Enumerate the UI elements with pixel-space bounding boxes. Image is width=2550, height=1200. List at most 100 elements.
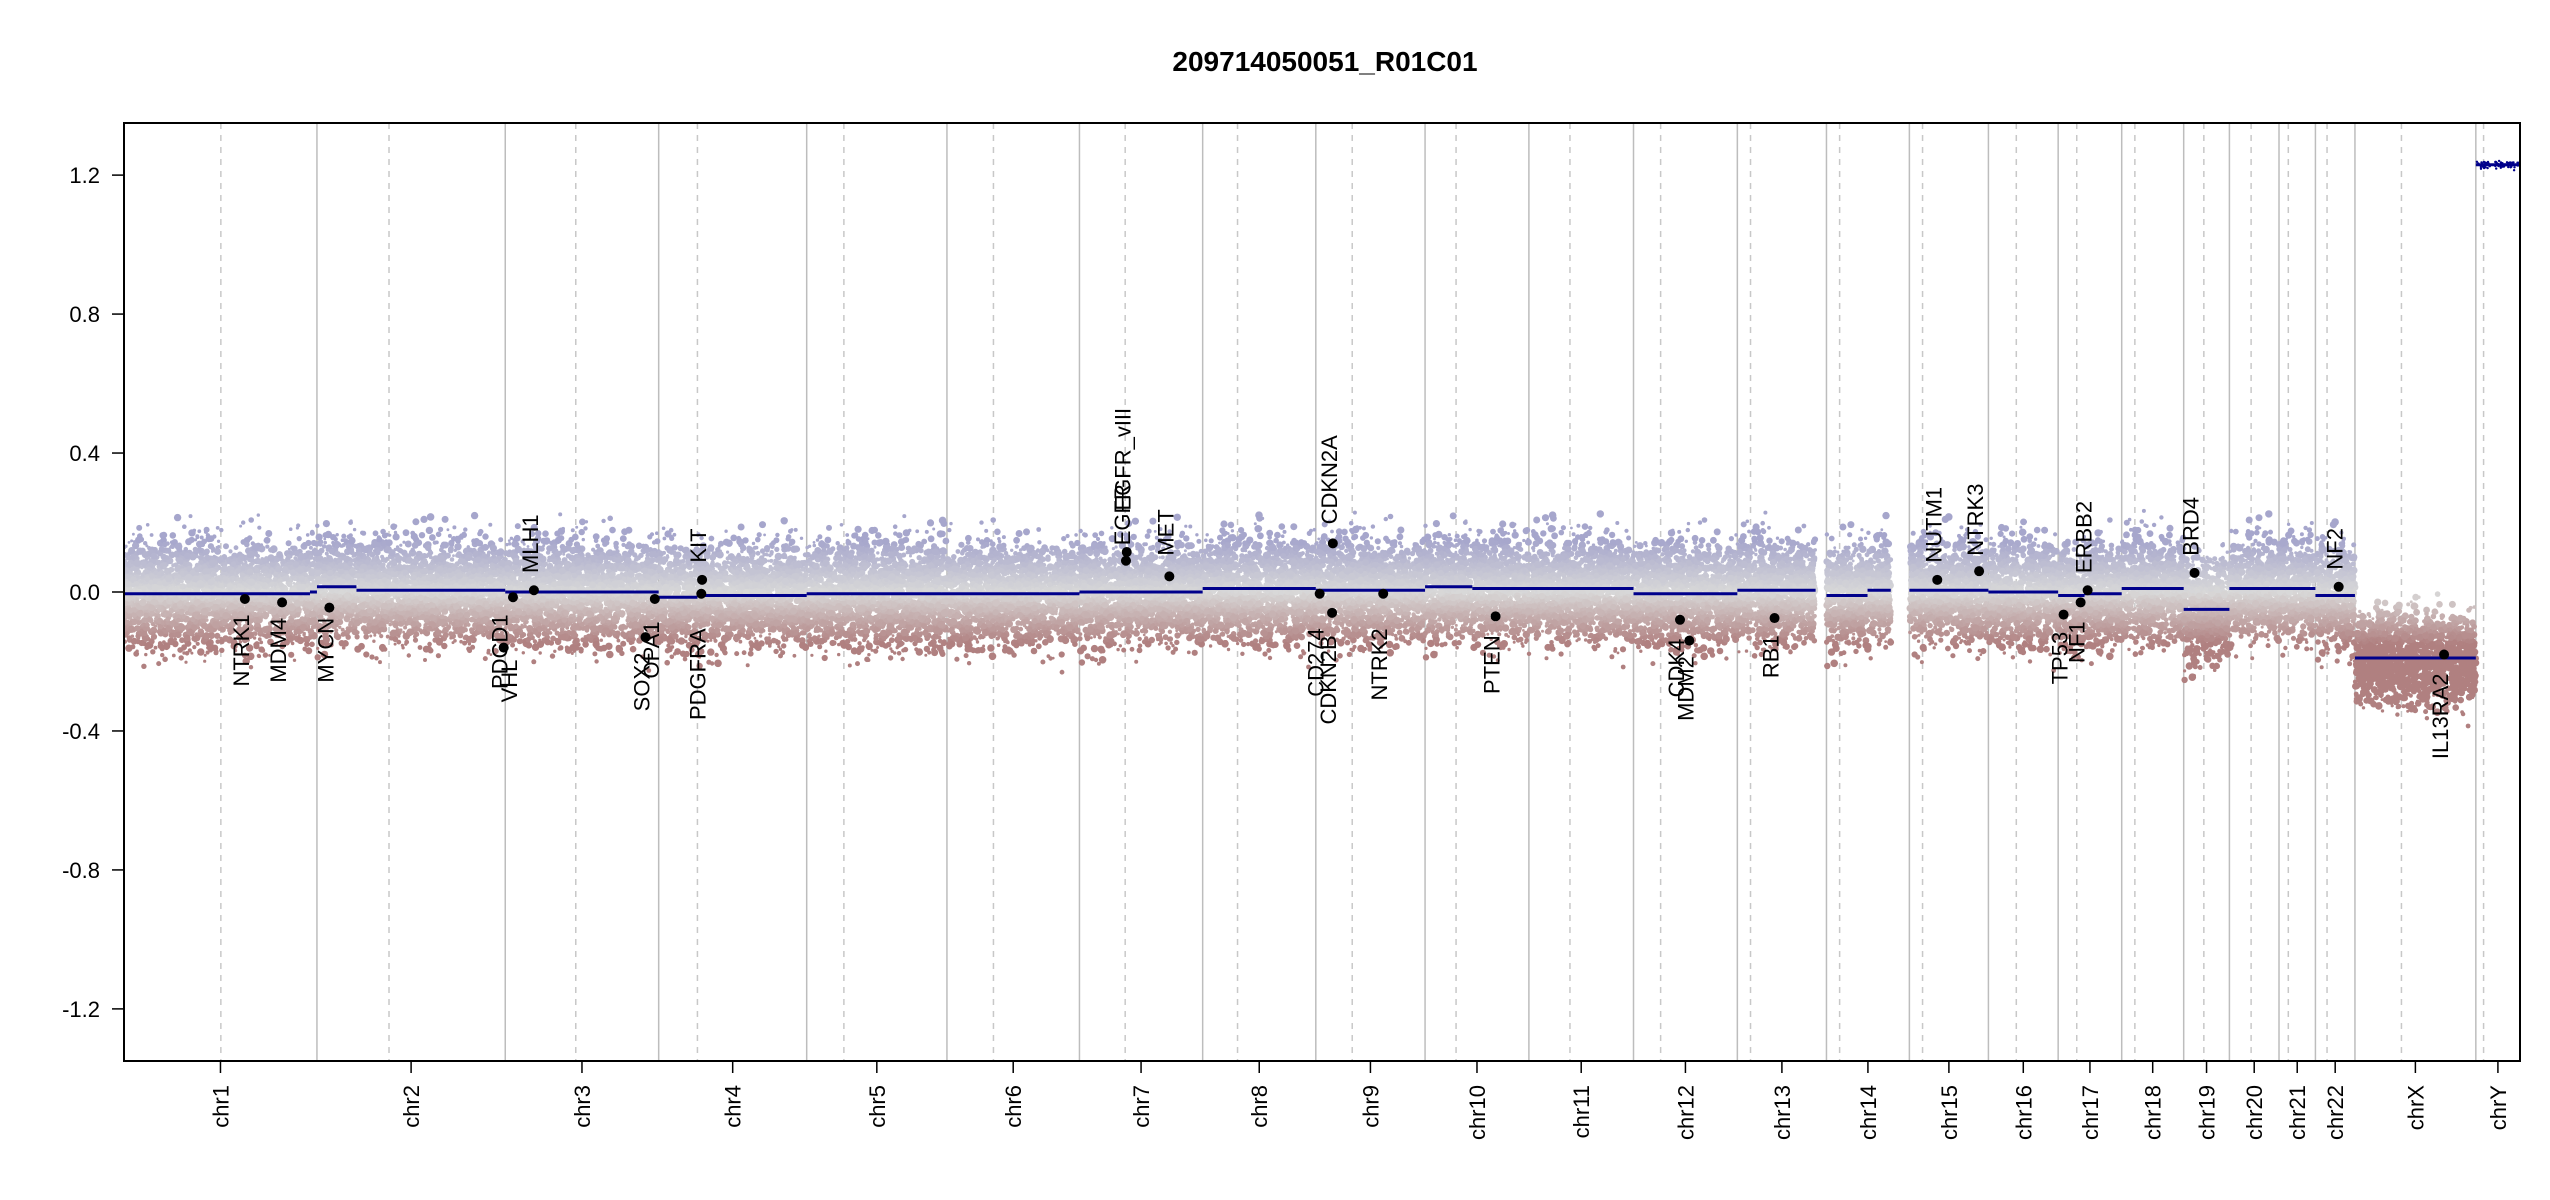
probe-point: [348, 536, 356, 545]
probe-point: [452, 525, 457, 530]
probe-point: [147, 566, 151, 570]
probe-point: [322, 591, 327, 597]
probe-point: [173, 605, 177, 610]
probe-point: [212, 534, 217, 539]
probe-point: [410, 530, 416, 536]
probe-point: [214, 575, 220, 582]
probe-point: [228, 603, 236, 611]
probe-point: [471, 538, 477, 544]
probe-point: [173, 637, 177, 642]
probe-point: [340, 604, 345, 609]
probe-point: [256, 580, 260, 584]
probe-point: [148, 604, 155, 611]
probe-point: [222, 576, 229, 582]
probe-point: [393, 530, 398, 535]
probe-point: [359, 583, 363, 587]
probe-point: [244, 541, 250, 548]
probe-point: [268, 548, 272, 552]
probe-point: [322, 577, 327, 582]
probe-point: [344, 574, 352, 581]
probe-point: [293, 629, 299, 635]
probe-point: [450, 614, 456, 619]
probe-point: [302, 542, 307, 547]
probe-point: [335, 605, 339, 609]
probe-point: [205, 615, 209, 619]
probe-point: [196, 614, 202, 620]
probe-point: [334, 589, 338, 593]
probe-point: [197, 547, 203, 552]
probe-point: [374, 656, 379, 661]
probe-point: [162, 656, 168, 663]
probe-point: [326, 544, 332, 550]
probe-point: [262, 611, 270, 619]
probe-point: [340, 544, 344, 548]
probe-point: [404, 540, 412, 548]
probe-point: [186, 596, 191, 601]
probe-point: [257, 525, 262, 530]
probe-point: [204, 598, 208, 602]
probe-point: [173, 588, 179, 593]
probe-point: [246, 604, 254, 612]
probe-point: [184, 660, 188, 664]
probe-point: [381, 541, 386, 547]
probe-point: [171, 653, 176, 658]
probe-point: [160, 554, 164, 558]
probe-point: [288, 595, 292, 599]
probe-point: [411, 574, 417, 581]
probe-point: [392, 533, 400, 541]
probe-point: [221, 618, 228, 626]
probe-point: [200, 631, 205, 636]
probe-point: [169, 640, 174, 645]
probe-point: [216, 539, 221, 543]
probe-point: [256, 602, 263, 608]
probe-point: [322, 563, 327, 568]
probe-point: [136, 575, 139, 579]
probe-point: [164, 550, 168, 554]
probe-point: [343, 615, 351, 623]
probe-point: [214, 588, 219, 593]
probe-point: [348, 568, 357, 576]
probe-point: [210, 546, 216, 551]
probe-point: [239, 587, 245, 592]
probe-point: [423, 658, 427, 662]
probe-point: [145, 523, 150, 527]
probe-point: [350, 562, 354, 566]
probe-point: [200, 607, 209, 616]
probe-point: [443, 573, 448, 577]
probe-point: [334, 610, 341, 616]
probe-point: [176, 600, 183, 607]
probe-point: [160, 620, 164, 625]
probe-point: [192, 645, 197, 650]
probe-point: [470, 511, 479, 520]
probe-point: [314, 576, 322, 584]
probe-point: [412, 518, 420, 526]
probe-point: [285, 554, 292, 560]
probe-point: [151, 631, 155, 635]
probe-point: [253, 642, 259, 647]
probe-point: [308, 545, 313, 550]
probe-point: [372, 530, 379, 537]
probe-point: [228, 549, 233, 554]
probe-point: [148, 573, 155, 579]
probe-point: [382, 613, 388, 619]
probe-point: [283, 572, 286, 576]
probe-point: [269, 587, 275, 593]
probe-point: [488, 522, 493, 527]
probe-point: [156, 661, 162, 667]
probe-point: [183, 546, 189, 552]
probe-point: [378, 660, 382, 665]
probe-point: [316, 571, 321, 575]
probe-point: [192, 528, 197, 533]
probe-point: [281, 560, 285, 564]
probe-point: [150, 649, 156, 655]
probe-point: [288, 604, 296, 612]
probe-point: [426, 513, 435, 521]
probe-point: [216, 556, 224, 563]
probe-point: [162, 541, 168, 548]
probe-point: [261, 578, 266, 583]
probe-point: [149, 638, 155, 645]
probe-point: [131, 619, 138, 625]
probe-point: [292, 581, 296, 585]
probe-point: [296, 636, 305, 645]
probe-point: [150, 552, 158, 560]
